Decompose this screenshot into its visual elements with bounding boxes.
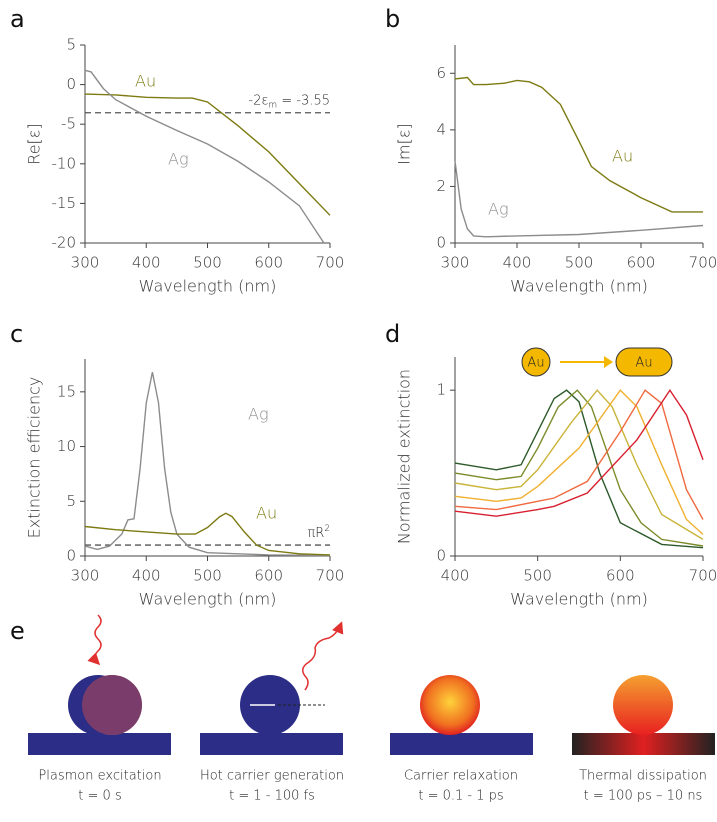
photon xyxy=(302,621,344,691)
stage-time: t = 100 ps – 10 ns xyxy=(584,789,703,804)
panel-letter: e xyxy=(10,617,25,645)
x-tick-label: 600 xyxy=(627,254,656,272)
y-tick-label: -5 xyxy=(61,115,76,133)
substrate xyxy=(390,733,533,755)
reference-label: πR2 xyxy=(307,524,330,541)
y-tick-label: 5 xyxy=(66,492,76,510)
photon xyxy=(87,614,102,666)
series-line xyxy=(84,371,331,557)
x-tick-label: 300 xyxy=(441,254,470,272)
stage-time: t = 1 - 100 fs xyxy=(229,789,315,804)
x-tick-label: 300 xyxy=(71,567,100,585)
x-tick-label: 700 xyxy=(316,254,345,272)
series-label: Ag xyxy=(168,150,189,169)
stage-label: Thermal dissipation xyxy=(579,769,707,784)
x-tick-label: 500 xyxy=(193,254,222,272)
x-axis-label: Wavelength (nm) xyxy=(510,590,648,609)
y-axis-label: Extinction efficiency xyxy=(25,377,44,539)
y-axis-label: Normalized extinction xyxy=(395,369,414,544)
reference-label: -2εm = -3.55 xyxy=(248,93,330,110)
y-tick-label: 2 xyxy=(436,177,446,195)
y-tick-label: -10 xyxy=(52,154,77,172)
x-tick-label: 500 xyxy=(193,567,222,585)
y-tick-label: 0 xyxy=(436,547,446,565)
x-tick-label: 700 xyxy=(689,567,717,585)
series-line xyxy=(454,160,704,238)
y-axis-label: Re[ε] xyxy=(25,123,44,164)
x-tick-label: 500 xyxy=(523,567,552,585)
panel-letter: d xyxy=(385,320,400,348)
x-tick-label: 400 xyxy=(132,254,161,272)
x-axis-label: Wavelength (nm) xyxy=(139,277,277,296)
series-line xyxy=(454,389,704,520)
hot-substrate xyxy=(572,733,715,755)
panel-letter: a xyxy=(10,5,25,33)
y-tick-label: 0 xyxy=(436,234,446,252)
x-axis-label: Wavelength (nm) xyxy=(139,590,277,609)
x-tick-label: 500 xyxy=(565,254,594,272)
series-line xyxy=(454,389,704,549)
series-line xyxy=(454,389,704,535)
x-tick-label: 600 xyxy=(254,567,283,585)
warm-particle xyxy=(613,675,673,735)
stage-label: Plasmon excitation xyxy=(38,769,161,784)
y-tick-label: 0 xyxy=(66,547,76,565)
series-line xyxy=(454,389,704,547)
y-tick-label: 6 xyxy=(436,64,446,82)
y-tick-label: 4 xyxy=(436,120,446,138)
reference-label-part: -2ε xyxy=(248,93,268,108)
sphere-icon xyxy=(521,347,551,377)
panel-letter: b xyxy=(385,5,400,33)
x-tick-label: 600 xyxy=(254,254,283,272)
panel-letter: c xyxy=(10,320,23,348)
rod-icon xyxy=(615,347,673,377)
reference-label-part: m xyxy=(268,100,277,110)
y-tick-label: -15 xyxy=(52,194,77,212)
y-axis-label: Im[ε] xyxy=(395,123,414,164)
stage-time: t = 0.1 - 1 ps xyxy=(418,789,503,804)
series-label: Au xyxy=(135,72,156,91)
series-line xyxy=(84,512,331,556)
diagram xyxy=(28,614,715,755)
x-tick-label: 400 xyxy=(503,254,532,272)
reference-label-part: 2 xyxy=(324,524,330,534)
x-tick-label: 700 xyxy=(316,567,345,585)
reference-label-part: πR xyxy=(307,526,324,541)
series-line xyxy=(84,69,325,244)
x-tick-label: 300 xyxy=(71,254,100,272)
substrate xyxy=(28,733,171,755)
hot-particle xyxy=(420,675,480,735)
stage-label: Carrier relaxation xyxy=(404,769,518,784)
y-tick-label: 5 xyxy=(66,36,76,54)
series-label: Ag xyxy=(248,405,269,424)
stage-label: Hot carrier generation xyxy=(200,769,344,784)
shape-arrowhead xyxy=(604,356,613,368)
shape-label: Au xyxy=(527,356,544,371)
x-tick-label: 400 xyxy=(441,567,470,585)
x-tick-label: 700 xyxy=(689,254,717,272)
series-label: Au xyxy=(256,504,277,523)
x-tick-label: 400 xyxy=(132,567,161,585)
shape-label: Au xyxy=(635,356,652,371)
substrate xyxy=(200,733,343,755)
series-label: Ag xyxy=(488,200,509,219)
y-tick-label: 1 xyxy=(436,381,446,399)
y-tick-label: -20 xyxy=(52,234,77,252)
x-axis-label: Wavelength (nm) xyxy=(510,277,648,296)
overlap xyxy=(82,675,142,735)
reference-label-part: = -3.55 xyxy=(277,93,330,108)
series-line xyxy=(454,76,703,213)
x-tick-label: 600 xyxy=(606,567,635,585)
stage-time: t = 0 s xyxy=(78,789,121,804)
y-tick-label: 10 xyxy=(57,437,76,455)
series-line xyxy=(84,93,331,216)
y-tick-label: 15 xyxy=(57,382,76,400)
series-line xyxy=(454,388,704,517)
series-line xyxy=(454,389,704,540)
series-label: Au xyxy=(612,147,633,166)
y-tick-label: 0 xyxy=(66,75,76,93)
